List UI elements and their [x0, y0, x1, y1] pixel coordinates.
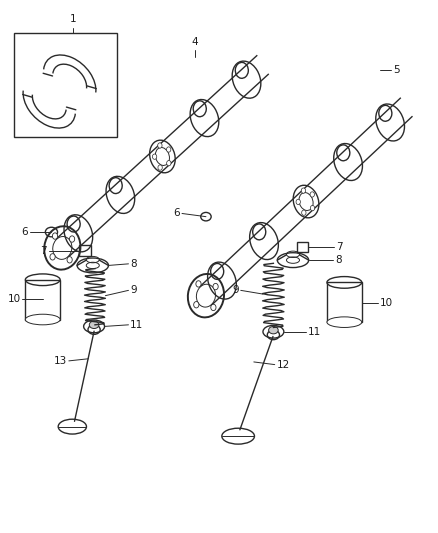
Ellipse shape	[327, 317, 362, 327]
Text: 7: 7	[40, 246, 47, 256]
Text: 6: 6	[173, 208, 180, 219]
Text: 12: 12	[276, 360, 290, 369]
Text: 11: 11	[130, 320, 144, 330]
Circle shape	[310, 192, 314, 197]
Text: 8: 8	[130, 259, 137, 269]
Circle shape	[158, 165, 162, 170]
Text: 10: 10	[380, 297, 393, 308]
Text: 11: 11	[308, 327, 321, 337]
Circle shape	[213, 284, 218, 290]
Text: 4: 4	[192, 37, 198, 47]
Ellipse shape	[268, 326, 278, 334]
Circle shape	[296, 199, 300, 205]
Circle shape	[53, 233, 58, 239]
Text: 1: 1	[70, 14, 77, 24]
Circle shape	[70, 236, 75, 242]
Circle shape	[194, 302, 199, 308]
Circle shape	[67, 256, 72, 263]
Text: 9: 9	[130, 285, 137, 295]
Text: 5: 5	[393, 66, 400, 75]
Ellipse shape	[89, 321, 99, 328]
Circle shape	[302, 210, 306, 215]
Circle shape	[196, 281, 201, 287]
Circle shape	[311, 205, 314, 211]
Ellipse shape	[25, 314, 60, 325]
Circle shape	[158, 143, 162, 148]
Text: 13: 13	[53, 356, 67, 366]
Text: 8: 8	[335, 255, 341, 265]
Text: 10: 10	[7, 294, 21, 304]
Text: 7: 7	[336, 242, 343, 252]
Circle shape	[166, 160, 171, 166]
Circle shape	[166, 147, 171, 152]
Circle shape	[152, 154, 157, 159]
Circle shape	[301, 188, 306, 193]
Bar	[14, 33, 117, 136]
Circle shape	[50, 254, 55, 260]
Text: 6: 6	[21, 227, 28, 237]
Circle shape	[211, 304, 216, 311]
Text: 9: 9	[232, 285, 239, 295]
Bar	[327, 282, 362, 322]
Bar	[25, 280, 60, 319]
